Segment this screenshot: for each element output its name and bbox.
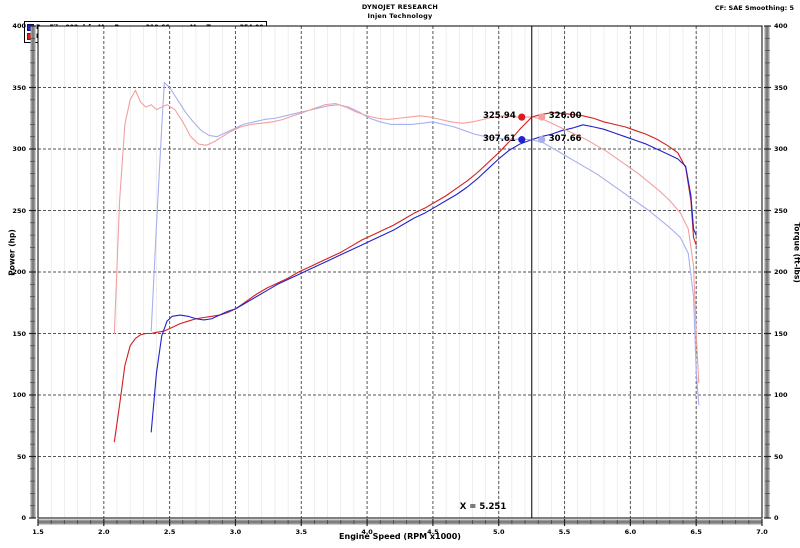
series-group [113,82,700,443]
y-axis-left-tick-label: 0 [21,514,26,522]
y-axis-right-tick-label: 150 [774,329,788,338]
axis-ticks [29,25,771,526]
y-axis-left-tick-label: 250 [12,206,26,215]
x-axis-tick-label: 2.0 [98,528,110,536]
y-axis-right-tick-label: 350 [774,83,788,92]
x-axis-title: Engine Speed (RPM x1000) [339,532,461,541]
cursor-marker-power-run-004[interactable] [518,113,526,121]
series-line-runfile-004-drf-torque[interactable] [113,89,700,384]
x-axis-tick-label: 3.5 [295,528,308,536]
cursor-marker-torque-run-004[interactable] [538,113,546,121]
x-axis-tick-label: 6.0 [624,528,637,536]
cursor-readout-torque-run-002: 307.66 [548,133,582,144]
y-axis-right-tick-label: 200 [774,268,788,276]
y-axis-right-tick-label: 400 [774,22,788,30]
y-axis-left-tick-label: 100 [12,391,26,399]
series-line-runfile-002-drf-power[interactable] [150,124,697,433]
x-axis-tick-label: 1.5 [32,528,44,536]
x-axis-tick-label: 5.0 [492,528,505,536]
header-correction-info: CF: SAE Smoothing: 5 [714,4,794,12]
y-axis-right-tick-label: 250 [774,206,788,215]
x-axis-tick-label: 6.5 [690,528,702,536]
cursor-readout-power-run-004: 325.94 [482,111,516,122]
gridlines [38,26,762,518]
x-axis-tick-label: 3.0 [229,528,242,536]
header-title: DYNOJET RESEARCH [361,3,439,11]
cursor-readout-power-run-002: 307.61 [482,133,516,144]
y-axis-right-tick-label: 0 [774,514,779,522]
y-axis-left-tick-label: 150 [12,329,26,338]
x-axis-tick-label: 7.0 [756,528,768,536]
cursor-marker-torque-run-002[interactable] [538,135,546,144]
y-axis-right-tick-label: 300 [774,145,788,153]
cursor-x-readout: X = 5.251 [459,502,507,512]
cursor-marker-power-run-002[interactable] [518,136,526,144]
x-axis-tick-label: 4.5 [427,528,439,536]
x-axis-tick-label: 2.5 [163,528,176,536]
header-subtitle: Injen Technology [367,12,433,20]
y-axis-right-tick-label: 100 [774,391,788,399]
y-axis-left-tick-label: 200 [12,268,26,276]
x-axis-tick-label: 5.5 [558,528,571,536]
x-axis-tick-label: 4.0 [361,528,373,536]
cursor-readout-torque-run-004: 326.00 [548,111,582,122]
chart-header: DYNOJET RESEARCH Injen Technology [0,3,800,21]
y-axis-left-tick-label: 400 [12,22,26,30]
y-axis-left-tick-label: 50 [16,452,26,461]
cursor-markers [518,113,546,144]
series-line-runfile-002-drf-torque[interactable] [150,82,700,406]
series-line-runfile-004-drf-power[interactable] [113,112,697,443]
y-axis-left-tick-label: 300 [12,145,26,153]
y-axis-right-tick-label: 50 [774,452,784,461]
y-axis-left-tick-label: 350 [12,83,26,92]
plot-frame [37,25,763,519]
